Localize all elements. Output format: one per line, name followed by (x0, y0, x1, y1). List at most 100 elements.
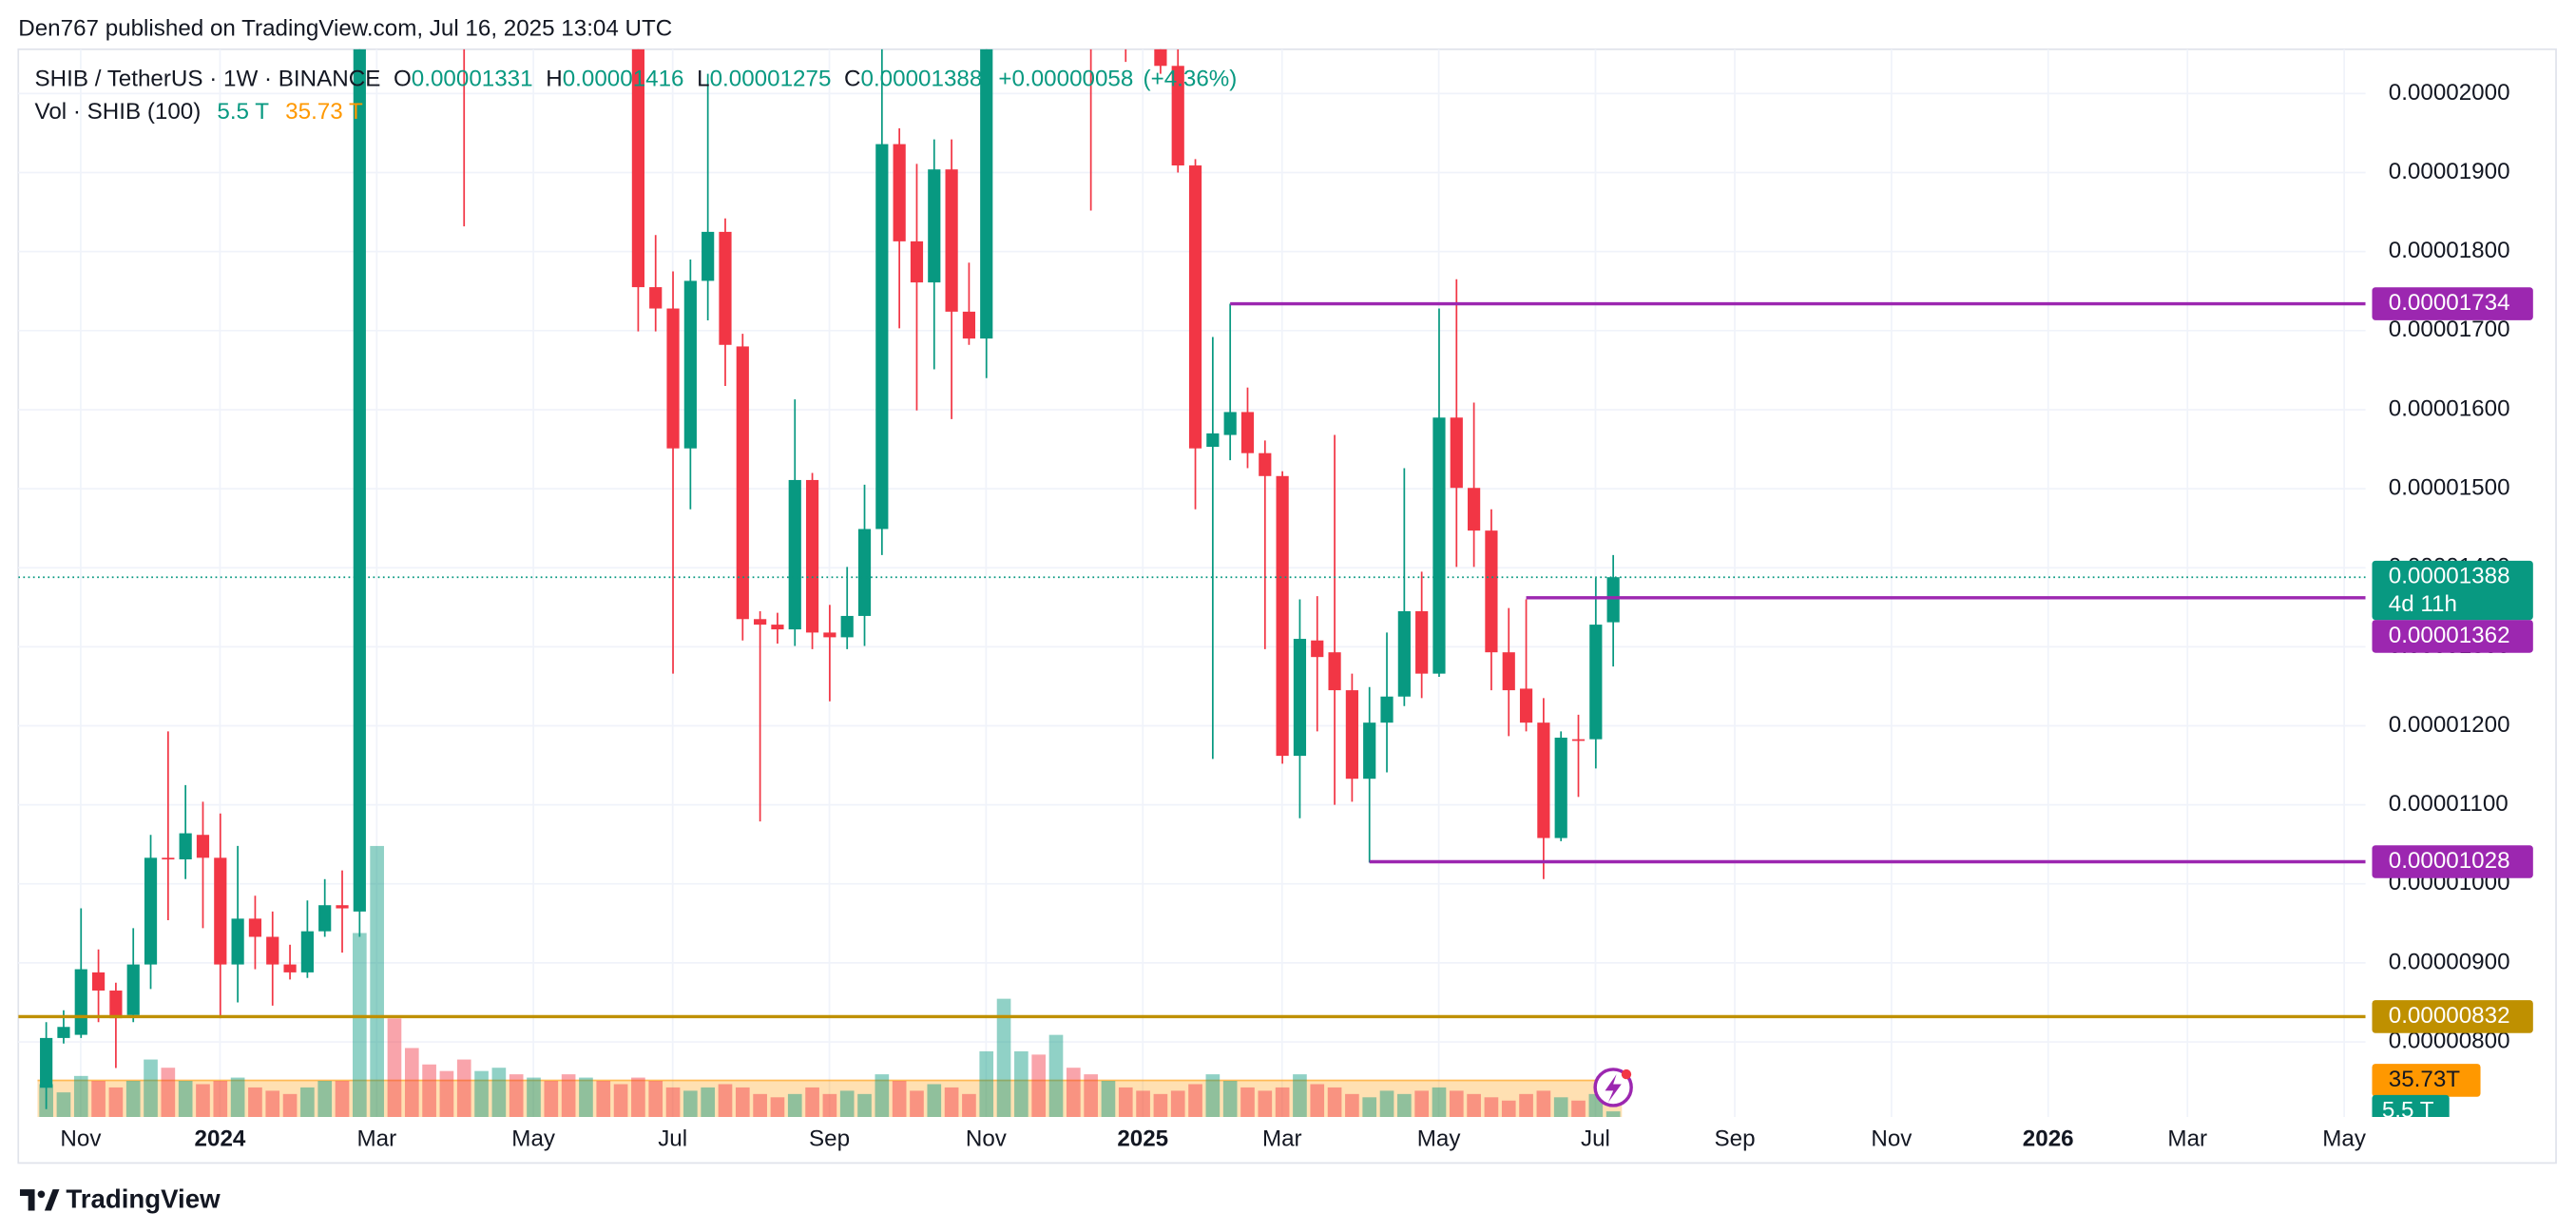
x-tick-label: Jul (1581, 1126, 1610, 1152)
volume-bar (474, 1070, 489, 1118)
x-tick-label: Nov (966, 1126, 1008, 1152)
published-note: Den767 published on TradingView.com, Jul… (18, 15, 672, 41)
x-tick-label: 2026 (2023, 1126, 2074, 1152)
candles (40, 48, 1620, 1109)
volume-bar (1205, 1074, 1221, 1118)
volume-bar (1414, 1090, 1429, 1118)
y-tick-label: 0.00001100 (2389, 791, 2509, 817)
volume-bar (335, 1081, 350, 1118)
levels (18, 301, 2366, 1019)
volume-bar (491, 1068, 507, 1118)
volume-bar (648, 1081, 663, 1118)
volume-bar (213, 1081, 228, 1118)
volume-bar (544, 1081, 559, 1118)
volume-bar (631, 1077, 645, 1118)
candle-body (875, 144, 889, 529)
candle-body (1519, 688, 1533, 723)
x-tick-label: Sep (809, 1126, 850, 1152)
volume-bar (1553, 1097, 1568, 1118)
level-label-box (2372, 287, 2533, 320)
candle-body (962, 311, 976, 339)
volume-bar (1066, 1068, 1081, 1118)
candle-body (214, 857, 227, 965)
volume-bar (770, 1097, 785, 1118)
volume-bar (1258, 1090, 1273, 1118)
volume-bar (1501, 1100, 1516, 1118)
volume-bar (596, 1081, 611, 1118)
volume-bar (230, 1077, 245, 1118)
candle-body (666, 308, 680, 449)
candle-body (1554, 737, 1567, 838)
candle-body (1311, 640, 1324, 658)
x-tick-label: May (2322, 1126, 2367, 1152)
volume-bar (108, 1087, 124, 1118)
y-tick-label: 0.00001800 (2389, 238, 2510, 263)
volume-bar (683, 1090, 698, 1118)
ohlc-value: 0.00001275 (710, 67, 832, 92)
volume-bar (1101, 1081, 1116, 1118)
candle-body (1240, 412, 1255, 453)
volume-bar (979, 1050, 994, 1118)
candle-body (702, 231, 715, 281)
volume-bar (1327, 1087, 1342, 1118)
volume-bar (125, 1081, 141, 1118)
candle-body (283, 964, 297, 972)
candle-body (266, 936, 279, 965)
volume-bar (387, 1018, 402, 1118)
volume-bar (1014, 1050, 1028, 1118)
candle-body (144, 857, 158, 965)
x-tick-label: Nov (1871, 1126, 1913, 1152)
candle-body (754, 619, 767, 626)
volume-bar (962, 1093, 976, 1118)
volume-bar (370, 845, 384, 1118)
volume-bar (73, 1075, 88, 1118)
volume-bar (178, 1081, 193, 1118)
volume-bar (56, 1092, 71, 1118)
volume-bar (910, 1090, 924, 1118)
alert-bolt (1605, 1074, 1622, 1103)
legend-volume: Vol · SHIB (100) 5.5 T 35.73 T (35, 100, 363, 125)
volume-bar (1293, 1074, 1307, 1118)
ohlc-value: 0.00001416 (563, 67, 684, 92)
countdown-label: 4d 11h (2389, 591, 2457, 617)
volume-bar (822, 1093, 837, 1118)
volume-bar (735, 1087, 750, 1118)
candle-body (248, 918, 262, 937)
candle-body (857, 529, 872, 616)
x-tick-label: Mar (1262, 1126, 1302, 1152)
volume-bar (422, 1064, 436, 1118)
volume-bar (579, 1077, 593, 1118)
current-price-box (2372, 560, 2533, 621)
volume-bar (1310, 1084, 1325, 1118)
candle-body (1171, 66, 1184, 166)
volume-bar (196, 1084, 210, 1118)
volume-last-label: 5.5 T (2382, 1097, 2434, 1123)
candle-body (631, 48, 644, 288)
candle-body (719, 231, 732, 345)
volume-bar (1432, 1087, 1447, 1118)
time-axis: Nov 2024 Mar May Jul Sep Nov 2025 Mar May Jul Sep No… (60, 1126, 2366, 1152)
candle-body (91, 972, 106, 991)
volume-bar (1240, 1087, 1255, 1118)
volume-name: Vol · SHIB (100) (35, 100, 202, 125)
candle-body (1450, 417, 1463, 489)
y-tick-label: 0.00000900 (2389, 949, 2510, 974)
level-label-box (2372, 1000, 2533, 1033)
candle-body (771, 625, 784, 630)
candle-body (1415, 610, 1429, 674)
volume-ma-box (2372, 1064, 2481, 1097)
candle-body (1432, 417, 1446, 674)
candle-body (1188, 165, 1202, 449)
level-label-box (2372, 845, 2533, 878)
volume-bar (1222, 1081, 1238, 1118)
candle-body (1606, 577, 1620, 623)
chart-frame (17, 48, 2557, 1165)
x-tick-label: Jul (658, 1126, 687, 1152)
candle-body (74, 969, 87, 1035)
volume-bar (1170, 1090, 1185, 1118)
volume-bar (857, 1093, 872, 1118)
volume-bar (839, 1090, 855, 1118)
candle-body (1363, 722, 1376, 780)
volume-bar (1467, 1093, 1481, 1118)
